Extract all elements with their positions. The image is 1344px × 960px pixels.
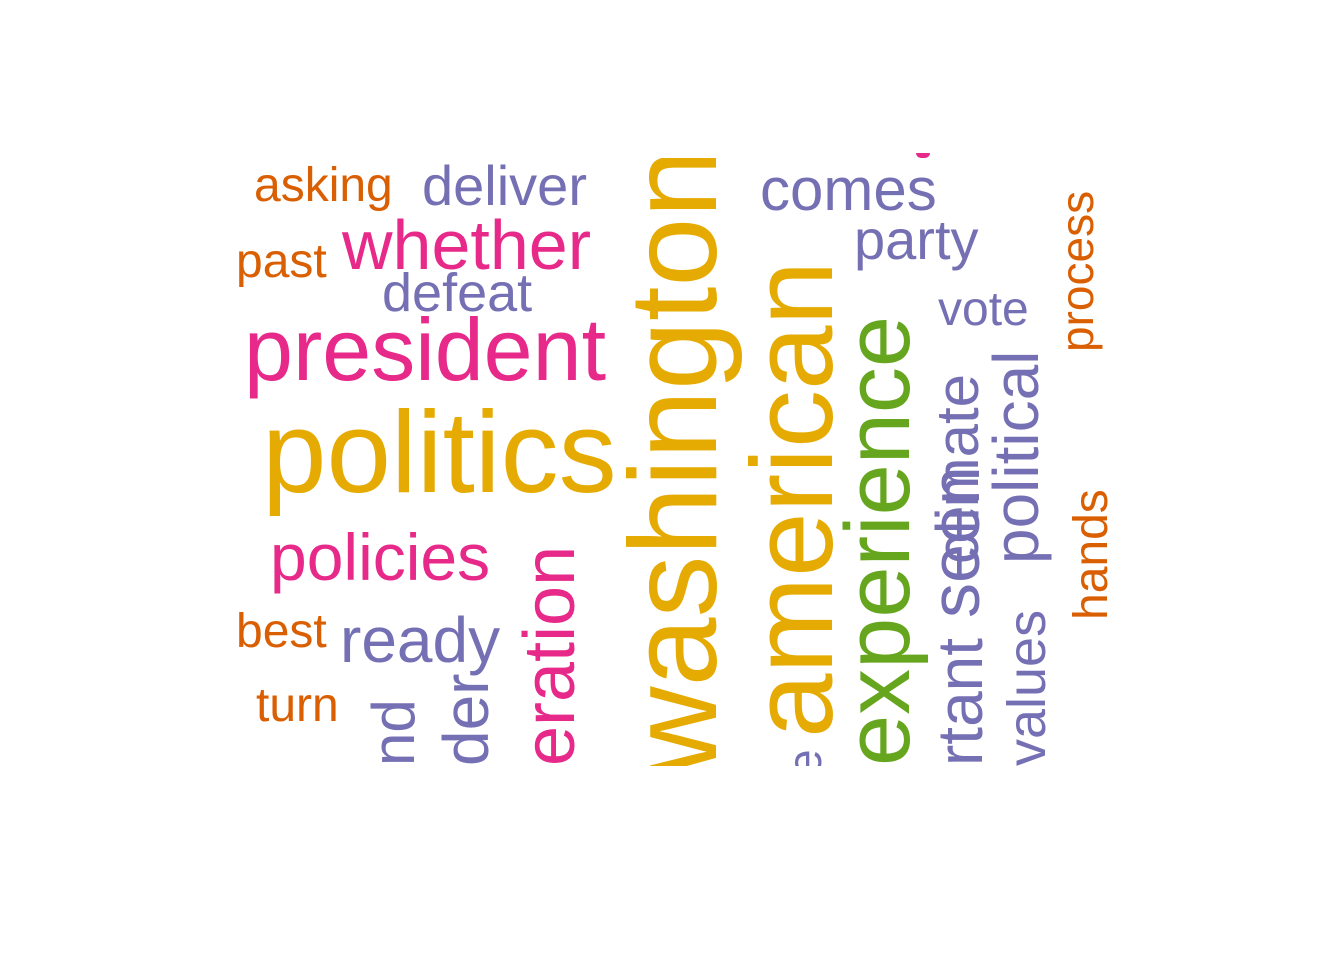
word-washington: washington [605,158,743,766]
word-comes: comes [760,158,937,223]
word-president: president [244,300,607,399]
word-values: values [997,609,1057,766]
word-deliver: deliver [422,158,587,217]
word-rtant: rtant [924,637,996,766]
cut-off-word-fragment [916,153,930,158]
word-policies: policies [270,520,491,594]
word-ready: ready [340,604,501,676]
word-seen: seen [916,466,994,618]
word-politics: politics [262,387,617,517]
word-der: der [430,673,502,767]
word-turn: turn [256,679,339,732]
word-process: process [1051,190,1103,352]
word-experience: experience [827,315,929,766]
word-best: best [236,605,327,658]
word-nd: nd [360,699,427,766]
word-defeat: defeat [382,263,533,323]
word-whether: whether [342,206,592,284]
word-past: past [236,235,327,288]
word-hands: hands [1065,489,1118,620]
word-eration: eration [510,545,590,766]
word-vote: vote [938,283,1029,336]
word-cloud-clip: asking deliver comes past whether party … [0,158,1344,766]
word-e-fragment: e [779,749,832,766]
word-party: party [854,208,979,271]
word-asking: asking [254,159,393,212]
